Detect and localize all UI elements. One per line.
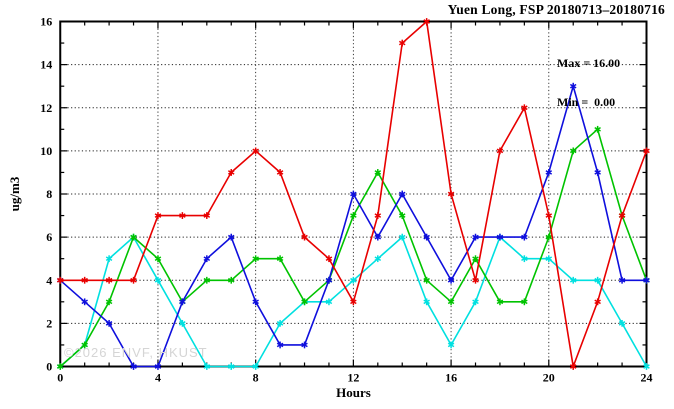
svg-text:2: 2 — [46, 316, 52, 330]
svg-text:8: 8 — [253, 371, 259, 385]
svg-text:6: 6 — [46, 230, 52, 244]
watermark: ©2026 ENVF, HKUST — [64, 345, 208, 360]
svg-text:24: 24 — [641, 371, 653, 385]
svg-text:20: 20 — [543, 371, 555, 385]
svg-text:0: 0 — [46, 360, 52, 374]
svg-text:12: 12 — [347, 371, 359, 385]
green-line — [59, 127, 648, 368]
legend-max-value: Max = 16.00 — [557, 56, 621, 70]
svg-text:4: 4 — [46, 273, 52, 287]
svg-text:8: 8 — [46, 187, 52, 201]
svg-text:16: 16 — [40, 15, 52, 29]
svg-text:4: 4 — [155, 371, 161, 385]
x-axis-label: Hours — [336, 385, 371, 400]
y-axis-label: ug/m3 — [7, 176, 22, 212]
chart-title: Yuen Long, FSP 20180713–20180716 — [447, 2, 665, 17]
svg-text:0: 0 — [57, 371, 63, 385]
svg-text:14: 14 — [40, 58, 52, 72]
svg-text:12: 12 — [40, 101, 52, 115]
svg-text:10: 10 — [40, 144, 52, 158]
svg-text:16: 16 — [445, 371, 457, 385]
legend-box: Max = 16.00 Min = 0.00 — [557, 31, 620, 135]
legend-min-value: Min = 0.00 — [557, 95, 616, 109]
